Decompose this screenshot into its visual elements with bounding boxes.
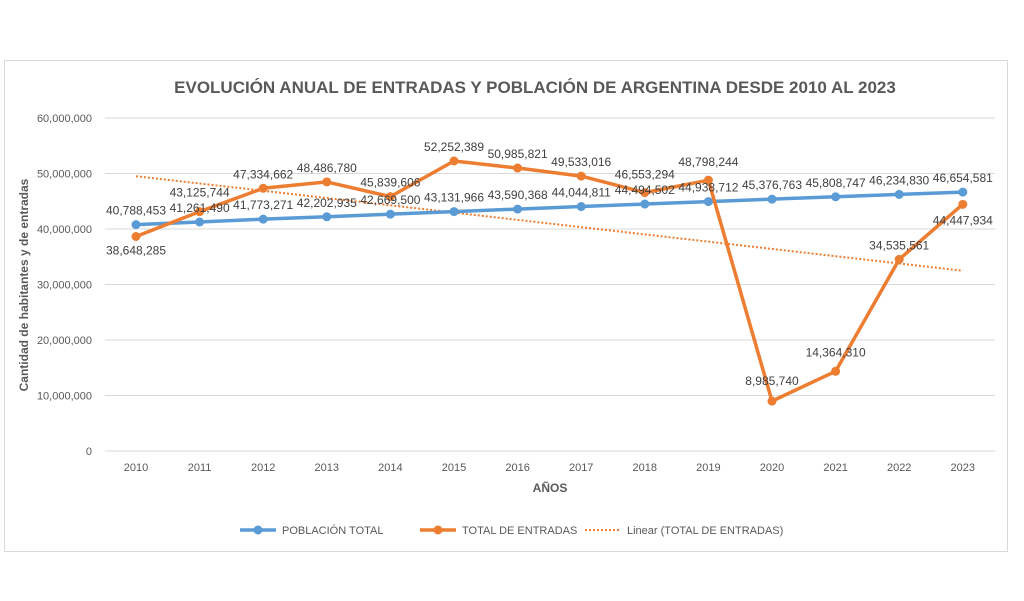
data-label: 46,234,830 [869, 173, 929, 187]
data-point [258, 214, 268, 224]
data-label: 8,985,740 [745, 374, 799, 388]
data-point [131, 220, 141, 230]
x-tick-label: 2023 [951, 462, 975, 474]
data-point [831, 192, 841, 202]
y-tick-label: 20,000,000 [37, 335, 92, 347]
x-axis-label: AÑOS [533, 480, 568, 495]
series-line-entradas [135, 159, 964, 403]
y-tick-label: 30,000,000 [37, 280, 92, 292]
data-point [513, 163, 523, 173]
legend-label: Linear (TOTAL DE ENTRADAS) [627, 525, 783, 537]
chart-frame [4, 60, 1008, 552]
x-tick-label: 2021 [823, 462, 847, 474]
x-tick-label: 2012 [251, 462, 275, 474]
data-label: 46,654,581 [933, 171, 993, 185]
x-tick-label: 2013 [315, 462, 339, 474]
data-label: 42,202,935 [297, 196, 357, 210]
data-point [449, 207, 459, 217]
data-point [195, 217, 205, 227]
data-point [385, 209, 395, 219]
legend-marker [433, 525, 443, 535]
y-tick-label: 0 [86, 446, 92, 458]
data-label: 45,839,606 [360, 176, 420, 190]
data-label: 44,447,934 [933, 213, 993, 227]
data-label: 48,798,244 [678, 155, 738, 169]
y-tick-label: 60,000,000 [37, 113, 92, 125]
data-label: 45,808,747 [806, 176, 866, 190]
series-line-poblacion [135, 190, 963, 227]
x-tick-label: 2010 [124, 462, 148, 474]
data-label: 38,648,285 [106, 244, 166, 258]
data-point [767, 194, 777, 204]
y-axis-label: Cantidad de habitantes y de entradas [17, 178, 31, 391]
data-label: 43,590,368 [488, 188, 548, 202]
x-tick-label: 2015 [442, 462, 466, 474]
data-point [322, 212, 332, 222]
x-tick-label: 2018 [633, 462, 657, 474]
data-point [894, 189, 904, 199]
data-point [640, 199, 650, 209]
data-point [703, 175, 713, 185]
data-label: 52,252,389 [424, 140, 484, 154]
legend-marker [253, 525, 263, 535]
data-label: 14,364,310 [806, 345, 866, 359]
chart-title: EVOLUCIÓN ANUAL DE ENTRADAS Y POBLACIÓN … [174, 78, 896, 97]
data-label: 44,938,712 [678, 181, 738, 195]
y-tick-label: 10,000,000 [37, 391, 92, 403]
data-label: 47,334,662 [233, 167, 293, 181]
data-point [258, 183, 268, 193]
data-point [958, 187, 968, 197]
x-tick-label: 2016 [505, 462, 529, 474]
data-label: 34,535,561 [869, 238, 929, 252]
data-point [640, 188, 650, 198]
data-point [576, 202, 586, 212]
data-point [576, 171, 586, 181]
data-label: 42,669,500 [360, 193, 420, 207]
x-tick-label: 2014 [378, 462, 402, 474]
y-tick-label: 50,000,000 [37, 169, 92, 181]
data-label: 46,553,294 [615, 168, 675, 182]
data-label: 48,486,780 [297, 161, 357, 175]
data-label: 50,985,821 [488, 147, 548, 161]
data-point [513, 204, 523, 214]
data-point [767, 396, 777, 406]
x-tick-label: 2011 [188, 462, 212, 474]
data-label: 49,533,016 [551, 155, 611, 169]
legend-label: TOTAL DE ENTRADAS [462, 525, 577, 537]
data-label: 44,494,502 [615, 183, 675, 197]
data-point [322, 177, 332, 187]
data-point [195, 207, 205, 217]
data-label: 45,376,763 [742, 178, 802, 192]
data-point [385, 192, 395, 202]
x-tick-label: 2019 [696, 462, 720, 474]
data-point [703, 197, 713, 207]
data-label: 43,131,966 [424, 191, 484, 205]
data-label: 43,125,744 [170, 186, 230, 200]
data-point [958, 199, 968, 209]
data-label: 41,773,271 [233, 198, 293, 212]
data-point [131, 232, 141, 242]
data-label: 44,044,811 [552, 186, 611, 200]
data-label: 41,261,490 [170, 201, 230, 215]
data-point [894, 254, 904, 264]
trendline [135, 175, 963, 272]
data-label: 40,788,453 [106, 204, 166, 218]
data-point [449, 156, 459, 166]
y-tick-label: 40,000,000 [37, 224, 92, 236]
x-tick-label: 2022 [887, 462, 911, 474]
x-tick-label: 2017 [569, 462, 593, 474]
legend-label: POBLACIÓN TOTAL [282, 524, 383, 537]
x-tick-label: 2020 [760, 462, 784, 474]
data-point [831, 366, 841, 376]
